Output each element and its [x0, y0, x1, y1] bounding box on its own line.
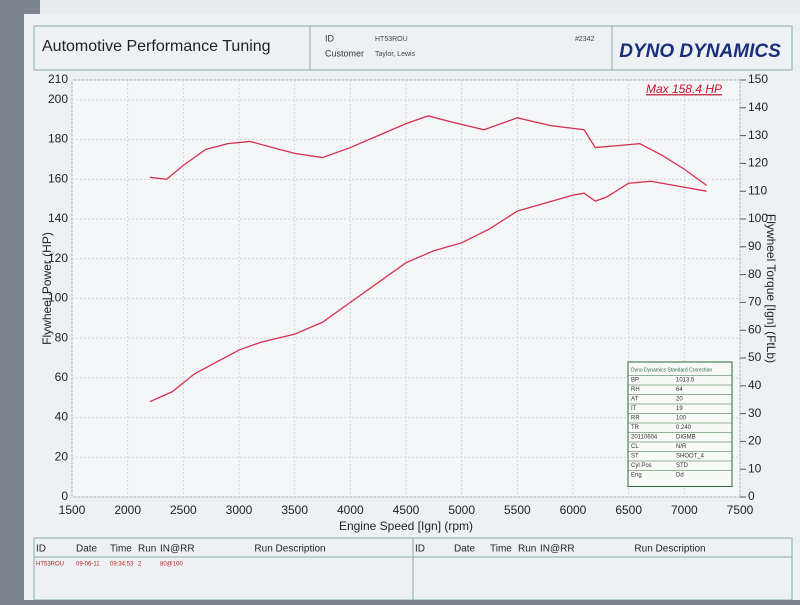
y2-tick-label: 110	[748, 183, 767, 197]
info-value: DIGMB	[676, 435, 696, 441]
info-key: Eng	[631, 473, 642, 479]
y2-tick-label: 150	[748, 72, 768, 86]
y-tick-label: 160	[48, 171, 68, 185]
y2-tick-label: 0	[748, 489, 755, 503]
y2-tick-label: 60	[748, 322, 762, 336]
table-header: IN@RR	[160, 544, 195, 555]
info-value: 64	[676, 387, 683, 393]
info-key: ST	[631, 454, 639, 460]
info-value: 19	[676, 406, 683, 412]
customer-value: Taylor, Lewis	[375, 51, 416, 58]
info-key: AT	[631, 397, 639, 403]
x-tick-label: 3500	[281, 503, 308, 517]
x-tick-label: 7000	[671, 503, 698, 517]
info-key: 20110604	[631, 435, 658, 441]
table-header: Time	[490, 544, 512, 555]
y-tick-label: 140	[48, 211, 68, 225]
table-header: Run	[138, 544, 156, 555]
header-title: Automotive Performance Tuning	[42, 38, 271, 55]
table-header: IN@RR	[540, 544, 575, 555]
y2-axis-label: Flywheel Torque [Ign] (FtLb)	[764, 214, 778, 363]
x-axis-label: Engine Speed [Ign] (rpm)	[339, 519, 473, 533]
table-header: Date	[454, 544, 476, 555]
info-key: BP	[631, 378, 639, 384]
info-value: 100	[676, 416, 687, 422]
x-tick-label: 5500	[504, 503, 531, 517]
x-tick-label: 2500	[170, 503, 197, 517]
y-tick-label: 120	[48, 251, 68, 265]
info-value: 20	[676, 397, 683, 403]
logo: DYNO DYNAMICS	[619, 41, 781, 62]
curve	[149, 115, 707, 186]
y2-tick-label: 90	[748, 239, 762, 253]
info-box	[627, 361, 733, 487]
table-cell: 09:34:53	[110, 562, 134, 568]
info-value: N/R	[676, 444, 687, 450]
y2-tick-label: 80	[748, 267, 762, 281]
curve	[149, 180, 707, 403]
x-tick-label: 6000	[560, 503, 587, 517]
customer-label: Customer	[325, 48, 364, 58]
info-key: CL	[631, 444, 639, 450]
x-tick-label: 5000	[448, 503, 475, 517]
y-tick-label: 200	[48, 92, 68, 106]
y-tick-label: 210	[48, 72, 68, 86]
x-tick-label: 2000	[114, 503, 141, 517]
table-header: Run Description	[634, 544, 705, 555]
table-header: Date	[76, 544, 98, 555]
info-key: Cyl Pos	[631, 463, 652, 469]
x-tick-label: 4000	[337, 503, 364, 517]
info-key: RR	[631, 416, 640, 422]
table-cell: HT53ROU	[36, 562, 64, 568]
y2-tick-label: 30	[748, 406, 762, 420]
y2-tick-label: 20	[748, 434, 762, 448]
y-tick-label: 0	[61, 489, 68, 503]
info-title: Dyno Dynamics Standard Correction	[631, 367, 712, 373]
info-value: 0.240	[676, 425, 692, 431]
y2-tick-label: 140	[748, 100, 768, 114]
id-label: ID	[325, 33, 335, 43]
table-header: ID	[415, 544, 425, 555]
job-number: #2342	[575, 36, 595, 43]
y2-tick-label: 10	[748, 461, 762, 475]
info-key: TR	[631, 425, 640, 431]
info-value: 1013.5	[676, 378, 695, 384]
info-value: SHOOT_4	[676, 454, 705, 460]
x-tick-label: 4500	[393, 503, 420, 517]
table-header: Time	[110, 544, 132, 555]
info-value: Dd	[676, 473, 684, 479]
y-tick-label: 40	[55, 410, 69, 424]
table-header: Run Description	[254, 544, 325, 555]
x-tick-label: 7500	[727, 503, 754, 517]
id-value: HT53ROU	[375, 36, 408, 43]
y-tick-label: 180	[48, 132, 68, 146]
y-tick-label: 80	[55, 330, 69, 344]
x-tick-label: 3000	[226, 503, 253, 517]
y-tick-label: 60	[55, 370, 69, 384]
y-tick-label: 20	[55, 449, 69, 463]
header-box	[33, 25, 793, 71]
y2-tick-label: 40	[748, 378, 762, 392]
y-axis-label: Flywheel Power (HP)	[40, 232, 54, 345]
y2-tick-label: 120	[748, 156, 768, 170]
x-tick-label: 1500	[59, 503, 86, 517]
info-key: RH	[631, 387, 640, 393]
table-header: Run	[518, 544, 536, 555]
info-value: STD	[676, 463, 689, 469]
y2-tick-label: 100	[748, 211, 768, 225]
table-cell: 2	[138, 562, 142, 568]
y2-tick-label: 50	[748, 350, 762, 364]
table-cell: 80@100	[160, 562, 183, 568]
y2-tick-label: 130	[748, 128, 768, 142]
y-tick-label: 100	[48, 291, 68, 305]
info-key: IT	[631, 406, 637, 412]
x-tick-label: 6500	[615, 503, 642, 517]
table-cell: 09-06-11	[76, 562, 100, 568]
table-header: ID	[36, 544, 46, 555]
annotation: Max 158.4 HP	[646, 82, 722, 96]
y2-tick-label: 70	[748, 295, 762, 309]
